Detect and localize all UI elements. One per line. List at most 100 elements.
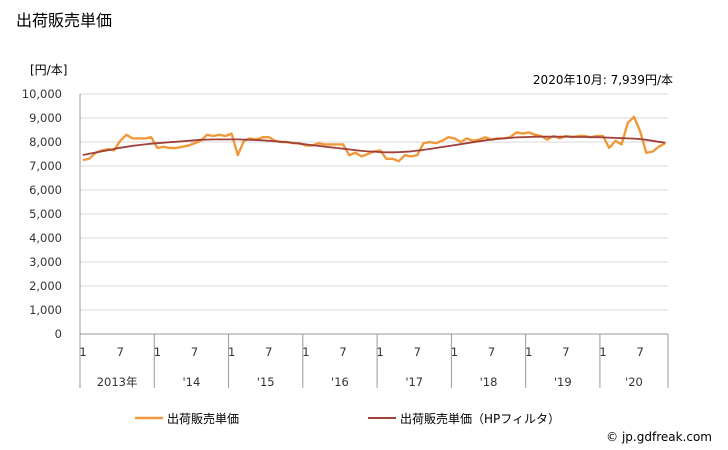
y-axis-label: [円/本]: [30, 63, 67, 77]
data-point-s1-57: [435, 142, 437, 144]
data-point-s1-30: [268, 136, 270, 138]
data-point-s2-66: [491, 139, 493, 141]
data-point-s1-15: [175, 147, 177, 149]
data-point-s1-86: [614, 140, 616, 142]
data-point-s1-44: [354, 152, 357, 154]
x-month-label-5: 7: [265, 345, 272, 359]
data-point-s2-58: [441, 146, 443, 148]
data-point-s2-10: [144, 143, 146, 145]
data-point-s2-71: [521, 136, 524, 138]
data-point-s1-62: [466, 137, 468, 139]
data-point-s1-12: [156, 147, 158, 149]
data-point-s2-2: [94, 151, 97, 154]
data-point-s2-35: [299, 143, 301, 145]
data-point-s2-74: [540, 136, 542, 138]
data-point-s2-32: [280, 141, 282, 143]
x-month-label-13: 7: [562, 345, 569, 359]
data-point-s2-50: [391, 151, 394, 153]
y-tick-label-8: 8,000: [29, 135, 62, 149]
data-point-s2-72: [528, 136, 530, 138]
data-point-s1-88: [627, 122, 629, 124]
data-point-s1-1: [88, 158, 90, 160]
x-year-label-0: 2013年: [97, 375, 138, 389]
data-point-s2-44: [354, 149, 357, 151]
legend-label-series-1: 出荷販売単価: [167, 411, 239, 426]
data-point-s1-50: [391, 158, 394, 160]
data-point-s1-90: [639, 130, 641, 132]
data-point-s2-79: [571, 136, 573, 138]
data-point-s1-11: [150, 136, 152, 138]
data-point-s1-25: [237, 154, 239, 156]
y-tick-label-4: 4,000: [29, 231, 62, 245]
legend-label-series-2: 出荷販売単価（HPフィルタ）: [400, 411, 560, 426]
data-point-s2-51: [398, 151, 400, 153]
data-point-s1-58: [441, 140, 443, 142]
y-tick-label-1: 1,000: [29, 303, 62, 317]
data-point-s2-60: [453, 144, 456, 146]
data-point-s1-39: [323, 143, 326, 145]
data-point-s1-52: [404, 154, 406, 156]
data-point-s2-14: [169, 141, 171, 143]
y-tick-label-3: 3,000: [29, 255, 62, 269]
data-point-s2-20: [206, 139, 208, 141]
series-points-2: [82, 136, 666, 156]
data-point-s1-16: [181, 146, 183, 148]
data-point-s1-77: [559, 137, 561, 139]
data-point-s2-34: [292, 142, 295, 144]
series-lines: [82, 115, 666, 163]
x-year-label-5: '18: [480, 375, 498, 389]
data-point-s2-21: [212, 138, 214, 140]
data-point-s2-43: [348, 148, 350, 151]
data-point-s2-22: [218, 138, 220, 140]
data-point-s2-85: [608, 137, 610, 139]
data-point-s2-31: [274, 140, 276, 142]
data-point-s2-24: [231, 138, 233, 140]
data-point-s1-60: [453, 137, 456, 139]
data-point-s1-46: [367, 153, 369, 155]
data-point-s1-13: [162, 146, 165, 148]
x-year-label-6: '19: [554, 375, 572, 389]
data-point-s2-25: [237, 138, 239, 140]
data-point-s2-67: [497, 138, 499, 140]
data-point-s1-29: [261, 136, 264, 138]
data-point-s2-30: [268, 140, 270, 142]
series-line-1: [82, 115, 666, 163]
data-point-s2-56: [429, 148, 431, 150]
x-month-label-3: 7: [191, 345, 198, 359]
data-point-s1-9: [138, 137, 140, 139]
data-point-s1-70: [515, 131, 517, 133]
data-point-s2-33: [286, 141, 288, 143]
data-point-s2-0: [82, 154, 84, 156]
chart-title: 出荷販売単価: [16, 11, 112, 30]
x-month-label-11: 7: [488, 345, 495, 359]
data-point-s2-63: [472, 141, 474, 143]
data-point-s1-40: [330, 143, 332, 145]
data-point-s1-6: [119, 140, 121, 142]
x-month-label-4: 1: [228, 345, 235, 359]
x-month-label-1: 7: [117, 345, 124, 359]
data-point-s2-28: [255, 139, 257, 141]
data-point-s2-48: [379, 151, 381, 153]
series-points-1: [82, 116, 666, 162]
data-point-s2-89: [633, 138, 635, 140]
data-point-s2-68: [503, 137, 505, 139]
y-tick-label-0: 0: [55, 327, 62, 341]
source-credit: © jp.gdfreak.com: [606, 430, 712, 444]
x-axis: 1 7 1 7 1 7 1 7 1 7 1 7 1 7 1 7 2013年 '14 '15 '16 '17 '18 '19 '…: [79, 94, 669, 389]
x-year-label-3: '16: [331, 375, 349, 389]
data-point-s2-61: [460, 143, 462, 145]
data-point-s2-92: [651, 140, 654, 142]
y-tick-label-2: 2,000: [29, 279, 62, 293]
data-point-s2-94: [664, 142, 666, 144]
data-point-s2-3: [101, 150, 103, 152]
data-point-s2-12: [156, 142, 158, 144]
data-point-s2-65: [484, 139, 487, 141]
data-point-s2-80: [577, 136, 579, 138]
data-point-s2-19: [200, 139, 202, 141]
data-point-s2-82: [590, 136, 592, 138]
data-point-s2-75: [546, 136, 548, 138]
x-month-label-2: 1: [154, 345, 161, 359]
data-point-s2-93: [658, 141, 660, 143]
x-month-label-9: 7: [414, 345, 421, 359]
x-month-label-8: 1: [377, 345, 384, 359]
